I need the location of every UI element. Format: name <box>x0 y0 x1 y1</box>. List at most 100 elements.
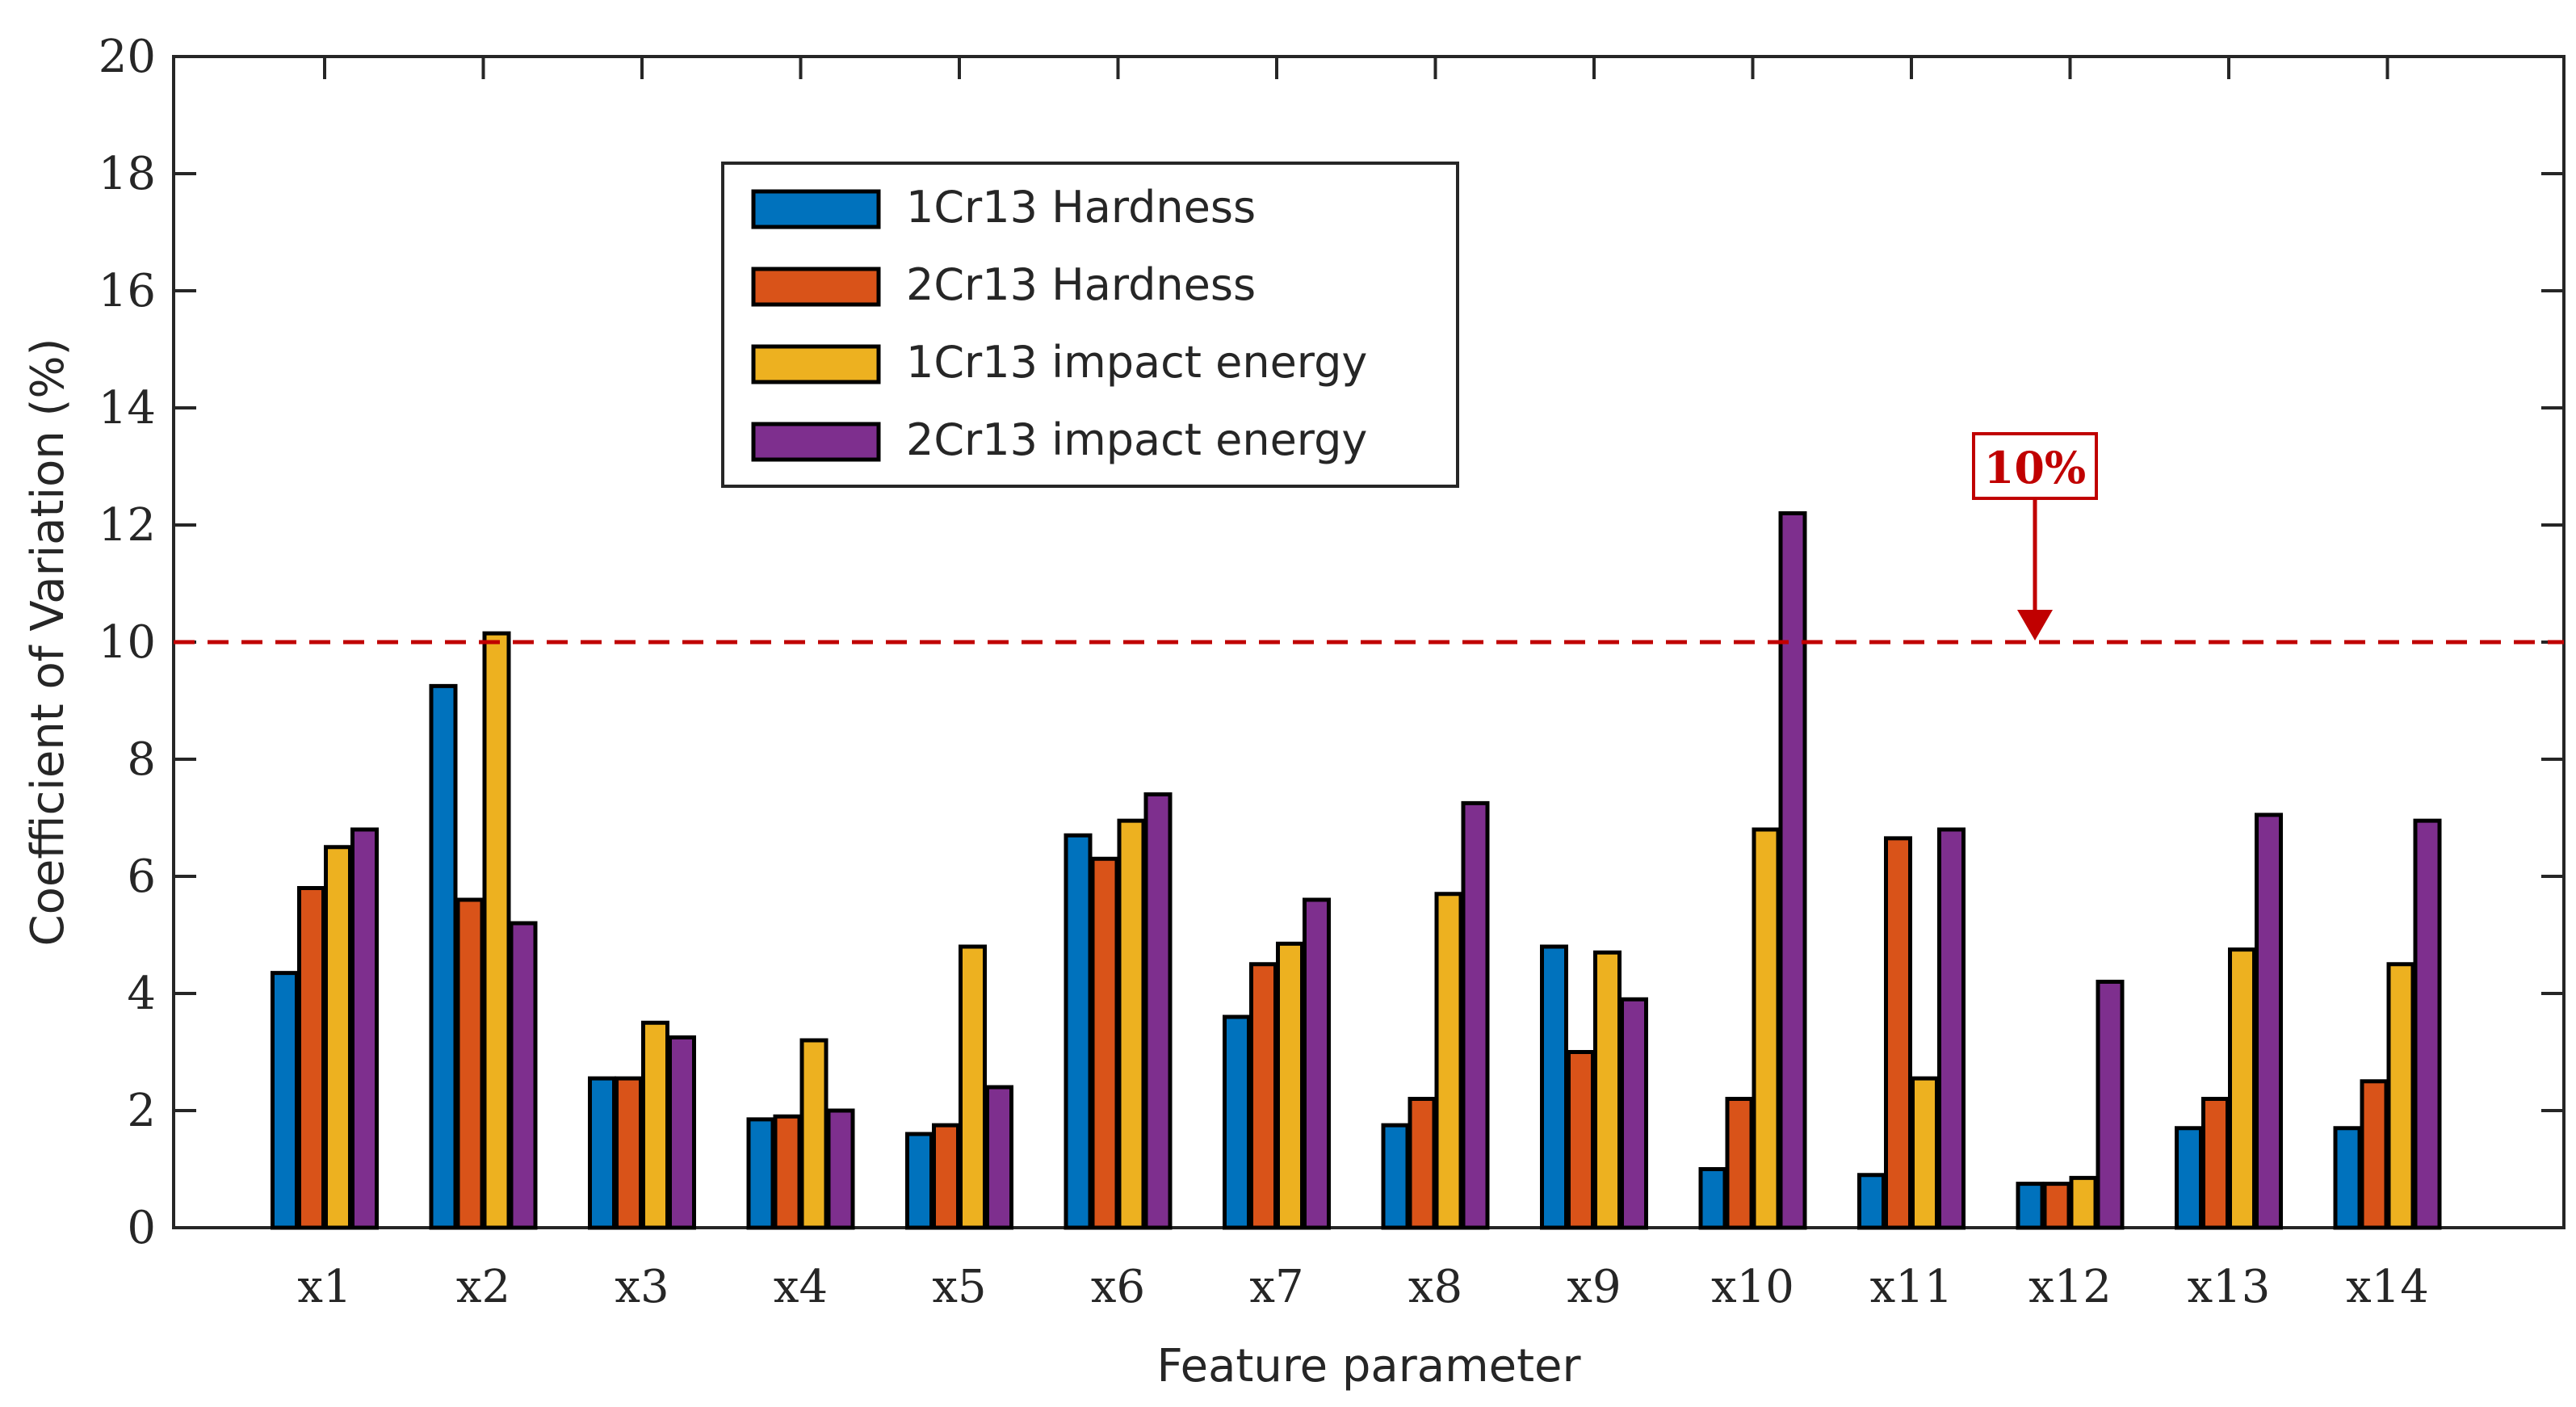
bar-2cr13-hardness-x1 <box>297 886 325 1230</box>
legend-swatch <box>751 189 881 229</box>
y-tick-label: 6 <box>127 850 156 903</box>
y-axis: 0 2 4 6 8 10 12 14 16 18 20 <box>99 31 2564 1254</box>
bar-2cr13-hardness-x14 <box>2360 1079 2389 1230</box>
bar-2cr13-impact-energy-x7 <box>1303 897 1331 1230</box>
bar-1cr13-hardness-x6 <box>1064 833 1093 1230</box>
bar-2cr13-impact-energy-x12 <box>2096 980 2125 1230</box>
legend-label: 1Cr13 impact energy <box>906 337 1367 388</box>
legend: 1Cr13 Hardness 2Cr13 Hardness 1Cr13 impact… <box>721 162 1459 488</box>
bar-1cr13-impact-energy-x5 <box>959 944 987 1230</box>
legend-swatch <box>751 267 881 307</box>
bar-2cr13-hardness-x3 <box>615 1076 643 1230</box>
bar-2cr13-impact-energy-x9 <box>1620 997 1648 1230</box>
y-tick-label: 2 <box>127 1085 156 1137</box>
bar-2cr13-impact-energy-x4 <box>826 1108 855 1230</box>
bar-2cr13-impact-energy-x11 <box>1937 827 1966 1230</box>
bar-1cr13-impact-energy-x4 <box>799 1038 829 1230</box>
x-tick-label: x4 <box>774 1261 828 1313</box>
bar-2cr13-impact-energy-x6 <box>1143 792 1173 1230</box>
x-tick-label: x7 <box>1249 1261 1303 1313</box>
bar-2cr13-impact-energy-x8 <box>1461 800 1490 1230</box>
bar-1cr13-impact-energy-x3 <box>641 1020 669 1230</box>
bar-2cr13-hardness-x9 <box>1567 1050 1595 1230</box>
x-tick-label: x3 <box>615 1261 669 1313</box>
bar-2cr13-hardness-x5 <box>932 1123 960 1230</box>
y-tick-label: 16 <box>99 265 156 317</box>
threshold-annotation: 10% <box>174 432 2564 645</box>
y-tick-label: 18 <box>99 148 156 200</box>
x-tick-label: x11 <box>1870 1261 1953 1313</box>
x-tick-label: x10 <box>1711 1261 1794 1313</box>
bar-2cr13-hardness-x8 <box>1408 1097 1437 1230</box>
bar-2cr13-impact-energy-x5 <box>985 1085 1013 1230</box>
x-tick-label: x1 <box>297 1261 351 1313</box>
bar-2cr13-hardness-x2 <box>455 897 485 1230</box>
bar-2cr13-impact-energy-x2 <box>509 921 538 1230</box>
threshold-label: 10% <box>1984 442 2086 494</box>
bar-1cr13-impact-energy-x11 <box>1911 1076 1939 1230</box>
x-tick-label: x8 <box>1408 1261 1462 1313</box>
bar-1cr13-hardness-x11 <box>1857 1173 1886 1230</box>
y-tick-label: 12 <box>99 499 156 552</box>
y-tick-label: 8 <box>127 733 156 786</box>
bar-1cr13-impact-energy-x12 <box>2069 1175 2098 1230</box>
x-axis-title: Feature parameter <box>1156 1340 1581 1392</box>
bar-2cr13-impact-energy-x3 <box>668 1035 696 1230</box>
bar-1cr13-impact-energy-x1 <box>324 845 352 1230</box>
bar-2cr13-hardness-x6 <box>1090 856 1119 1230</box>
threshold-label-box <box>1972 432 2098 500</box>
legend-label: 2Cr13 impact energy <box>906 414 1367 465</box>
bar-1cr13-hardness-x12 <box>2016 1182 2045 1230</box>
y-tick-label: 10 <box>99 616 156 669</box>
bar-2cr13-impact-energy-x14 <box>2413 818 2442 1230</box>
bar-1cr13-hardness-x1 <box>271 971 299 1230</box>
bar-2cr13-hardness-x7 <box>1249 962 1278 1230</box>
bar-1cr13-impact-energy-x2 <box>482 631 511 1230</box>
bar-2cr13-impact-energy-x13 <box>2255 813 2283 1230</box>
bar-1cr13-hardness-x9 <box>1540 944 1568 1230</box>
bar-1cr13-impact-energy-x9 <box>1593 950 1622 1230</box>
bar-1cr13-impact-energy-x10 <box>1752 827 1781 1230</box>
bar-2cr13-hardness-x12 <box>2042 1182 2071 1230</box>
bar-1cr13-hardness-x3 <box>588 1076 616 1230</box>
bar-2cr13-hardness-x13 <box>2201 1097 2230 1230</box>
x-tick-label: x13 <box>2188 1261 2271 1313</box>
legend-label: 2Cr13 Hardness <box>906 259 1256 310</box>
y-tick-label: 20 <box>99 31 156 83</box>
bar-1cr13-impact-energy-x13 <box>2228 947 2256 1230</box>
legend-swatch <box>751 422 881 462</box>
x-tick-label: x12 <box>2028 1261 2112 1313</box>
legend-swatch <box>751 344 881 384</box>
bar-2cr13-impact-energy-x1 <box>350 827 379 1230</box>
x-tick-label: x14 <box>2346 1261 2429 1313</box>
bar-1cr13-hardness-x13 <box>2175 1126 2203 1230</box>
bar-1cr13-hardness-x7 <box>1223 1014 1251 1230</box>
y-axis-title: Coefficient of Variation (%) <box>22 338 74 947</box>
bar-1cr13-impact-energy-x8 <box>1434 892 1463 1230</box>
bar-series-group <box>271 511 2442 1230</box>
bar-1cr13-impact-energy-x6 <box>1117 818 1146 1230</box>
bar-2cr13-hardness-x11 <box>1884 836 1912 1230</box>
x-tick-label: x5 <box>932 1261 986 1313</box>
bar-1cr13-hardness-x4 <box>746 1117 775 1230</box>
bar-1cr13-hardness-x10 <box>1698 1167 1727 1230</box>
bar-1cr13-hardness-x2 <box>429 683 458 1230</box>
bar-1cr13-hardness-x8 <box>1381 1123 1410 1230</box>
bar-1cr13-hardness-x5 <box>905 1132 933 1230</box>
bar-1cr13-impact-energy-x7 <box>1276 941 1304 1230</box>
bar-2cr13-hardness-x4 <box>773 1114 802 1230</box>
x-tick-label: x9 <box>1567 1261 1621 1313</box>
bar-2cr13-impact-energy-x10 <box>1778 511 1807 1230</box>
bar-1cr13-impact-energy-x14 <box>2386 962 2415 1230</box>
x-axis: x1 x2 x3 x4 x5 x6 x7 x8 x9 x10 x11 x12 x13 x14 <box>297 57 2429 1313</box>
threshold-arrow-head <box>2017 610 2053 640</box>
y-tick-label: 14 <box>99 382 156 435</box>
legend-label: 1Cr13 Hardness <box>906 182 1256 233</box>
bar-1cr13-hardness-x14 <box>2333 1126 2362 1230</box>
x-tick-label: x2 <box>456 1261 510 1313</box>
x-tick-label: x6 <box>1091 1261 1145 1313</box>
y-tick-label: 4 <box>127 968 156 1020</box>
y-tick-label: 0 <box>127 1202 156 1254</box>
bar-2cr13-hardness-x10 <box>1725 1097 1754 1230</box>
